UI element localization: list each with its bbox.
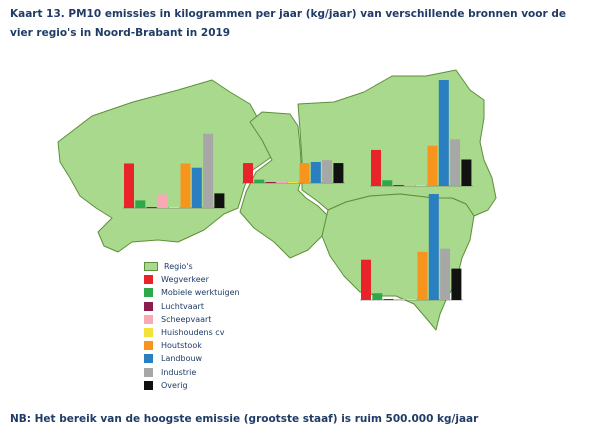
bar-huishoudens-cv [288, 182, 299, 183]
bar-landbouw [191, 167, 202, 208]
footnote: NB: Het bereik van de hoogste emissie (g… [10, 413, 479, 425]
legend-label: Industrie [161, 367, 197, 377]
legend-item: Wegverkeer [144, 273, 240, 286]
bar-scheepvaart [404, 184, 415, 186]
bar-wegverkeer [361, 259, 371, 300]
bar-wegverkeer [124, 163, 134, 208]
bars-layer [123, 80, 473, 301]
bar-industrie [450, 139, 461, 186]
bar-luchtvaart [146, 207, 157, 208]
bar-overig [333, 163, 344, 183]
legend-label: Landbouw [161, 354, 203, 364]
legend-label: Scheepvaart [161, 314, 212, 324]
bar-scheepvaart [276, 181, 287, 183]
bar-group-oost [370, 80, 473, 187]
legend-item: Luchtvaart [144, 300, 240, 313]
legend-item: Landbouw [144, 352, 240, 365]
legend-swatch [144, 380, 153, 390]
bar-houtstook [417, 251, 428, 300]
legend-item: Houtstook [144, 339, 240, 352]
bar-group-midden [242, 160, 345, 184]
legend-item: Scheepvaart [144, 313, 240, 326]
legend-item: Mobiele werktuigen [144, 286, 240, 299]
legend-label: Overig [161, 380, 188, 390]
bar-overig [451, 268, 462, 300]
bar-huishoudens-cv [169, 207, 180, 208]
bar-group-zuidoost [360, 194, 463, 301]
region-zuidoost [321, 193, 475, 331]
bar-mobiele-werktuigen [382, 180, 393, 186]
bar-luchtvaart [383, 299, 394, 300]
legend-swatch [144, 301, 153, 311]
bar-scheepvaart [394, 298, 405, 300]
legend-item: Huishoudens cv [144, 326, 240, 339]
bar-wegverkeer [371, 149, 381, 186]
legend-swatch [144, 367, 153, 377]
legend-label-regions: Regio's [164, 262, 193, 272]
bar-mobiele-werktuigen [372, 293, 383, 300]
legend-label: Wegverkeer [161, 275, 209, 285]
map-title: Kaart 13. PM10 emissies in kilogrammen p… [10, 8, 566, 39]
bar-industrie [322, 160, 333, 183]
legend-swatch [144, 354, 153, 364]
legend-swatch [144, 275, 153, 285]
bar-scheepvaart [157, 194, 168, 208]
legend-label: Mobiele werktuigen [161, 288, 240, 298]
legend-swatch [144, 288, 153, 298]
legend-swatch [144, 341, 153, 351]
bar-industrie [440, 248, 451, 300]
bar-houtstook [180, 163, 191, 208]
bar-luchtvaart [393, 185, 404, 186]
bar-overig [461, 159, 472, 186]
legend-item: Industrie [144, 366, 240, 379]
bar-houtstook [299, 163, 310, 183]
legend-swatch [144, 314, 153, 324]
legend-swatch [144, 328, 153, 338]
bar-huishoudens-cv [416, 185, 427, 186]
bar-overig [214, 193, 225, 208]
bar-group-west [123, 133, 226, 209]
legend-label: Luchtvaart [161, 301, 204, 311]
bar-mobiele-werktuigen [254, 179, 265, 183]
bar-industrie [203, 133, 214, 208]
bar-houtstook [427, 145, 438, 186]
bar-mobiele-werktuigen [135, 200, 146, 208]
region-west [57, 79, 275, 253]
legend-label: Houtstook [161, 341, 202, 351]
bar-landbouw [310, 162, 321, 183]
bar-landbouw [428, 194, 439, 300]
bar-huishoudens-cv [406, 299, 417, 300]
legend-item-regions: Regio's [144, 260, 240, 273]
bar-wegverkeer [243, 163, 253, 183]
legend-item: Overig [144, 379, 240, 392]
legend: Regio's Wegverkeer Mobiele werktuigen Luch… [144, 260, 240, 392]
legend-label: Huishoudens cv [161, 328, 225, 338]
bar-landbouw [438, 80, 449, 186]
bar-luchtvaart [265, 182, 276, 183]
region-swatch [144, 262, 158, 272]
